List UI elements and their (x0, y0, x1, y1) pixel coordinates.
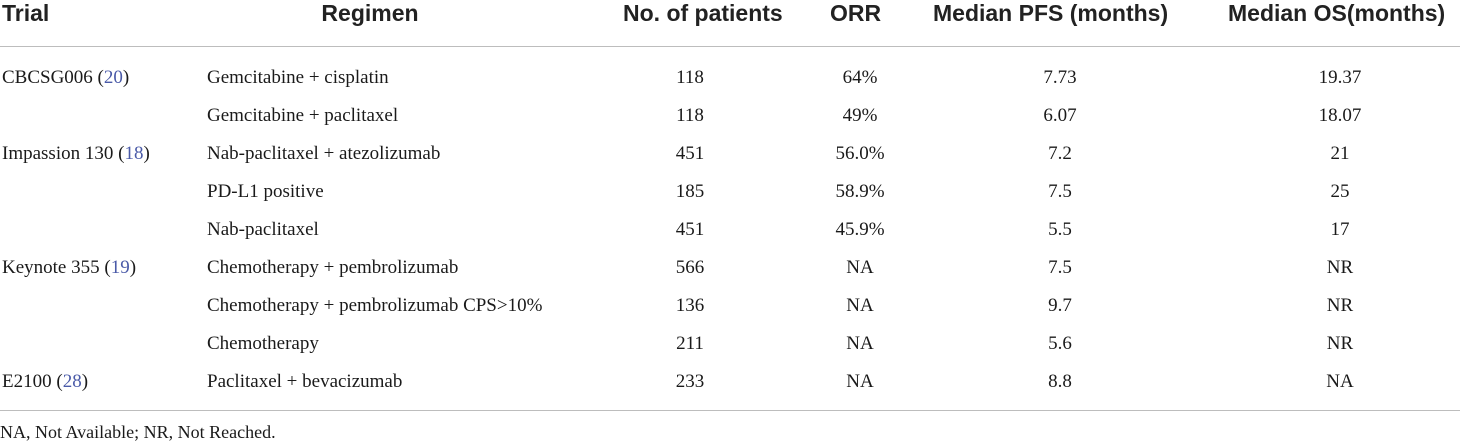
orr-cell: 56.0% (835, 143, 885, 164)
table-row: Impassion 130 (18) Nab-paclitaxel + atezo… (0, 135, 1460, 173)
median-os-cell: 25 (1330, 181, 1350, 202)
reference-link[interactable]: 18 (124, 143, 144, 164)
table-header: Trial Regimen No. of patients ORR Median… (0, 0, 1460, 48)
orr-cell: NA (846, 333, 874, 354)
median-os-cell: NA (1326, 371, 1354, 392)
patients-cell: 451 (675, 219, 705, 240)
regimen-cell: Gemcitabine + cisplatin (207, 67, 389, 88)
table-row: E2100 (28) Paclitaxel + bevacizumab 233 NA 8… (0, 363, 1460, 401)
table-row: PD-L1 positive 185 58.9% 7.5 25 (0, 173, 1460, 211)
orr-cell: NA (846, 257, 874, 278)
trial-close-paren: ) (81, 371, 89, 392)
trial-cell: CBCSG006 (20) (2, 59, 129, 97)
median-os-cell: NR (1326, 257, 1354, 278)
header-median-os: Median OS(months) (1228, 0, 1446, 26)
header-divider (0, 46, 1460, 47)
orr-cell: 49% (842, 105, 878, 126)
header-median-pfs: Median PFS (months) (933, 0, 1169, 26)
trial-close-paren: ) (129, 257, 137, 278)
orr-cell: 64% (842, 67, 878, 88)
orr-cell: NA (846, 295, 874, 316)
header-orr: ORR (830, 0, 882, 26)
median-os-cell: 21 (1330, 143, 1350, 164)
median-os-cell: 19.37 (1318, 67, 1362, 88)
trial-cell: Impassion 130 (18) (2, 135, 150, 173)
regimen-cell: Chemotherapy (207, 333, 319, 354)
median-os-cell: NR (1326, 295, 1354, 316)
trial-name: Keynote 355 ( (2, 257, 111, 278)
median-os-cell: 17 (1330, 219, 1350, 240)
median-os-cell: NR (1326, 333, 1354, 354)
patients-cell: 233 (675, 371, 705, 392)
trial-cell: Keynote 355 (19) (2, 249, 136, 287)
regimen-cell: Chemotherapy + pembrolizumab (207, 257, 459, 278)
median-pfs-cell: 5.5 (1048, 219, 1072, 240)
reference-link[interactable]: 20 (103, 67, 123, 88)
patients-cell: 451 (675, 143, 705, 164)
regimen-cell: Nab-paclitaxel (207, 219, 319, 240)
trial-cell: E2100 (28) (2, 363, 88, 401)
regimen-cell: Paclitaxel + bevacizumab (207, 371, 403, 392)
regimen-cell: Chemotherapy + pembrolizumab CPS>10% (207, 295, 543, 316)
table-row: CBCSG006 (20) Gemcitabine + cisplatin 118 6… (0, 59, 1460, 97)
patients-cell: 118 (676, 105, 704, 126)
table-footnote: NA, Not Available; NR, Not Reached. (0, 422, 276, 442)
trial-name: CBCSG006 ( (2, 67, 104, 88)
regimen-cell: PD-L1 positive (207, 181, 324, 202)
median-pfs-cell: 9.7 (1048, 295, 1072, 316)
table-row: Chemotherapy + pembrolizumab CPS>10% 136 N… (0, 287, 1460, 325)
trial-close-paren: ) (143, 143, 150, 164)
table-row: Chemotherapy 211 NA 5.6 NR (0, 325, 1460, 363)
median-os-cell: 18.07 (1318, 105, 1362, 126)
patients-cell: 185 (675, 181, 705, 202)
orr-cell: 45.9% (835, 219, 885, 240)
reference-link[interactable]: 19 (110, 257, 130, 278)
table-row: Gemcitabine + paclitaxel 118 49% 6.07 18.07 (0, 97, 1460, 135)
orr-cell: NA (846, 371, 874, 392)
regimen-cell: Gemcitabine + paclitaxel (207, 105, 399, 126)
patients-cell: 211 (676, 333, 704, 354)
patients-cell: 118 (676, 67, 704, 88)
median-pfs-cell: 5.6 (1048, 333, 1072, 354)
patients-cell: 136 (675, 295, 705, 316)
median-pfs-cell: 7.73 (1043, 67, 1077, 88)
reference-link[interactable]: 28 (62, 371, 82, 392)
patients-cell: 566 (675, 257, 705, 278)
table-row: Keynote 355 (19) Chemotherapy + pembroliz… (0, 249, 1460, 287)
regimen-cell: Nab-paclitaxel + atezolizumab (207, 143, 441, 164)
median-pfs-cell: 6.07 (1043, 105, 1077, 126)
trial-name: Impassion 130 ( (2, 143, 125, 164)
header-patients: No. of patients (623, 0, 783, 26)
header-trial: Trial (2, 0, 50, 26)
header-regimen: Regimen (321, 0, 419, 26)
median-pfs-cell: 7.2 (1048, 143, 1072, 164)
table-bottom-divider (0, 410, 1460, 411)
table-row: Nab-paclitaxel 451 45.9% 5.5 17 (0, 211, 1460, 249)
orr-cell: 58.9% (835, 181, 885, 202)
trial-close-paren: ) (122, 67, 130, 88)
median-pfs-cell: 8.8 (1048, 371, 1072, 392)
trial-name: E2100 ( (2, 371, 63, 392)
median-pfs-cell: 7.5 (1048, 181, 1072, 202)
median-pfs-cell: 7.5 (1048, 257, 1072, 278)
